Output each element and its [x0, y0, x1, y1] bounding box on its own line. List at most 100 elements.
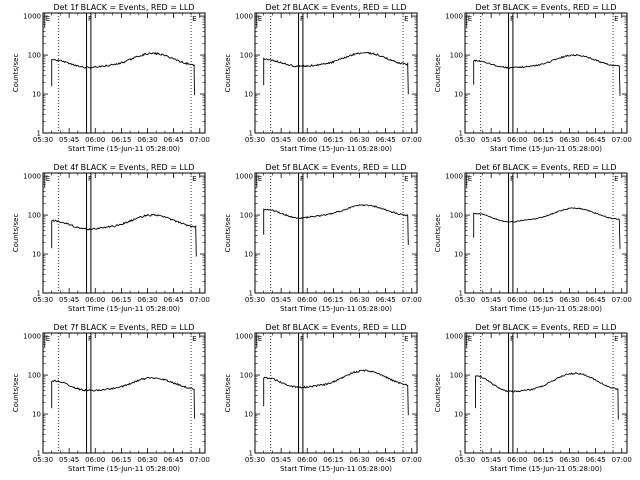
plot-frame	[254, 332, 418, 454]
x-tick-label: 06:00	[85, 136, 105, 144]
x-tick-label: 06:00	[85, 296, 105, 304]
y-tick-label: 10	[32, 251, 41, 259]
y-tick-label: 10	[244, 91, 253, 99]
y-tick-label: 1	[249, 130, 253, 138]
events-series-line	[263, 203, 409, 245]
panel-title: Det 1f BLACK = Events, RED = LLD	[53, 3, 194, 12]
plot-frame	[464, 332, 628, 454]
x-tick-label: 06:30	[349, 136, 369, 144]
x-tick-label: 06:45	[376, 456, 396, 464]
x-tick-label: 05:30	[33, 136, 53, 144]
x-axis-label: Start Time (15-Jun-11 05:28:00)	[490, 465, 602, 473]
x-tick-label: 06:15	[111, 296, 131, 304]
start-flag-label: E	[258, 335, 262, 343]
x-tick-label: 07:00	[402, 456, 422, 464]
x-tick-label: 06:30	[349, 296, 369, 304]
x-tick-label: 07:00	[612, 136, 632, 144]
y-tick-label: 10	[244, 411, 253, 419]
mid-flag-label: F	[510, 15, 514, 23]
y-tick-label: 1000	[23, 13, 41, 21]
x-tick-label: 06:45	[586, 136, 606, 144]
y-tick-label: 100	[28, 372, 41, 380]
x-tick-label: 07:00	[612, 296, 632, 304]
y-tick-label: 1000	[23, 173, 41, 181]
x-tick-label: 06:30	[349, 456, 369, 464]
x-tick-label: 07:00	[612, 456, 632, 464]
y-axis-label: Counts/sec	[12, 374, 20, 413]
x-tick-label: 06:30	[559, 136, 579, 144]
x-tick-label: 05:45	[271, 456, 291, 464]
x-tick-label: 06:30	[559, 296, 579, 304]
x-tick-label: 07:00	[402, 136, 422, 144]
chart-panel: Det 3f BLACK = Events, RED = LLD 1 10 100 10…	[434, 3, 632, 153]
x-tick-label: 05:30	[245, 136, 265, 144]
x-tick-label: 05:45	[59, 456, 79, 464]
y-tick-label: 10	[454, 91, 463, 99]
y-tick-label: 1	[249, 290, 253, 298]
end-flag-label: E	[192, 15, 196, 23]
panel-title: Det 2f BLACK = Events, RED = LLD	[265, 3, 406, 12]
y-tick-label: 1	[459, 290, 463, 298]
x-tick-label: 05:30	[33, 296, 53, 304]
events-series-line	[51, 213, 197, 257]
x-tick-label: 06:45	[376, 136, 396, 144]
x-axis-label: Start Time (15-Jun-11 05:28:00)	[68, 305, 180, 313]
x-tick-label: 06:15	[533, 296, 553, 304]
x-tick-label: 07:00	[190, 136, 210, 144]
x-tick-label: 06:15	[533, 136, 553, 144]
panel-title: Det 4f BLACK = Events, RED = LLD	[53, 163, 194, 172]
x-tick-label: 06:30	[137, 136, 157, 144]
y-tick-label: 100	[28, 52, 41, 60]
x-tick-label: 05:30	[33, 456, 53, 464]
x-tick-label: 05:45	[59, 136, 79, 144]
x-axis-label: Start Time (15-Jun-11 05:28:00)	[68, 465, 180, 473]
x-tick-label: 06:45	[164, 456, 184, 464]
x-tick-label: 06:45	[586, 456, 606, 464]
x-tick-label: 06:15	[323, 296, 343, 304]
x-tick-label: 06:30	[559, 456, 579, 464]
y-tick-label: 1	[37, 290, 41, 298]
events-series-line	[475, 372, 619, 420]
panel-title: Det 6f BLACK = Events, RED = LLD	[475, 163, 616, 172]
end-flag-label: E	[404, 175, 408, 183]
x-tick-label: 06:30	[137, 456, 157, 464]
y-tick-label: 1000	[235, 333, 253, 341]
chart-panel: Det 6f BLACK = Events, RED = LLD 1 10 100 10…	[434, 163, 632, 313]
x-axis-label: Start Time (15-Jun-11 05:28:00)	[280, 465, 392, 473]
end-flag-label: E	[192, 335, 196, 343]
x-axis-label: Start Time (15-Jun-11 05:28:00)	[490, 145, 602, 153]
panel-title: Det 9f BLACK = Events, RED = LLD	[475, 323, 616, 332]
y-tick-label: 1	[249, 450, 253, 458]
plot-frame	[42, 172, 206, 294]
panel-title: Det 7f BLACK = Events, RED = LLD	[53, 323, 194, 332]
x-tick-label: 06:15	[533, 456, 553, 464]
y-tick-label: 1	[459, 450, 463, 458]
x-tick-label: 06:45	[586, 296, 606, 304]
y-tick-label: 100	[240, 52, 253, 60]
end-flag-label: E	[192, 175, 196, 183]
events-series-line	[51, 52, 195, 96]
x-tick-label: 05:45	[481, 296, 501, 304]
y-tick-label: 100	[450, 52, 463, 60]
end-flag-label: E	[614, 15, 618, 23]
x-tick-label: 06:45	[376, 296, 396, 304]
x-tick-label: 06:00	[507, 296, 527, 304]
y-tick-label: 10	[32, 91, 41, 99]
x-axis-label: Start Time (15-Jun-11 05:28:00)	[490, 305, 602, 313]
events-series-line	[51, 376, 195, 419]
start-flag-label: E	[46, 175, 50, 183]
plot-frame	[464, 172, 628, 294]
y-tick-label: 1	[459, 130, 463, 138]
y-tick-label: 10	[454, 411, 463, 419]
x-axis-label: Start Time (15-Jun-11 05:28:00)	[280, 145, 392, 153]
y-tick-label: 1000	[23, 333, 41, 341]
x-tick-label: 06:15	[323, 456, 343, 464]
y-tick-label: 100	[240, 372, 253, 380]
x-tick-label: 06:00	[297, 456, 317, 464]
x-tick-label: 07:00	[190, 296, 210, 304]
chart-panel: Det 8f BLACK = Events, RED = LLD 1 10 100 10…	[224, 323, 422, 473]
x-tick-label: 05:30	[455, 296, 475, 304]
y-tick-label: 100	[450, 372, 463, 380]
x-tick-label: 06:45	[164, 296, 184, 304]
start-flag-label: E	[468, 335, 472, 343]
